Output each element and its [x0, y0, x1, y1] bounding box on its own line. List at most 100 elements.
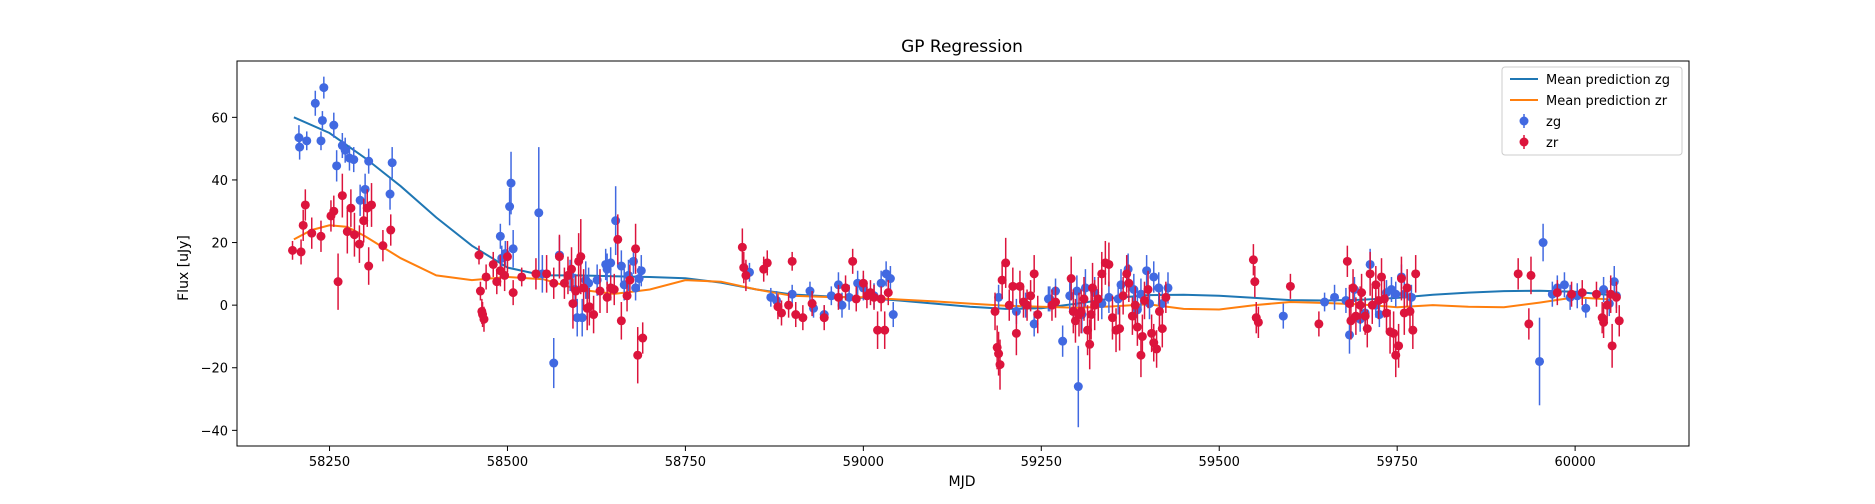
data-point — [1538, 223, 1548, 262]
point-marker — [1389, 328, 1399, 338]
point-marker — [534, 208, 544, 218]
data-point — [1051, 286, 1061, 318]
point-marker — [997, 275, 1007, 285]
point-marker — [1115, 324, 1125, 334]
point-marker — [364, 261, 374, 271]
data-point — [595, 269, 605, 313]
point-marker — [579, 283, 589, 293]
point-marker — [319, 83, 329, 93]
data-point — [741, 259, 751, 292]
point-marker — [609, 284, 619, 294]
point-marker — [385, 189, 395, 199]
data-point — [1535, 317, 1545, 406]
point-marker — [1599, 317, 1609, 327]
point-marker — [631, 283, 641, 293]
point-marker — [386, 225, 396, 235]
data-point — [819, 305, 829, 331]
data-point — [364, 247, 374, 285]
data-point — [577, 298, 587, 337]
data-point — [1607, 323, 1617, 368]
data-point — [848, 248, 858, 274]
point-marker — [990, 306, 1000, 316]
point-marker — [329, 120, 339, 130]
point-marker — [1344, 299, 1354, 309]
point-marker — [848, 256, 858, 266]
point-marker — [549, 278, 559, 288]
point-marker — [602, 292, 612, 302]
data-point — [1008, 267, 1018, 306]
point-marker — [359, 216, 369, 226]
data-point — [737, 228, 747, 267]
point-marker — [1140, 295, 1149, 305]
legend-box — [1501, 66, 1683, 156]
data-point — [1026, 280, 1036, 312]
data-point — [295, 134, 305, 160]
point-marker — [542, 269, 552, 279]
data-point — [1581, 298, 1591, 318]
point-marker — [762, 258, 772, 268]
data-point — [787, 251, 797, 271]
point-marker — [1107, 313, 1117, 323]
point-marker — [1348, 283, 1358, 293]
data-point — [1599, 276, 1609, 303]
point-marker — [1088, 283, 1098, 293]
legend-marker-swatch — [1519, 137, 1529, 147]
point-marker — [1394, 341, 1404, 351]
point-marker — [1086, 310, 1096, 320]
point-marker — [1129, 284, 1139, 294]
point-marker — [1147, 328, 1157, 338]
data-point — [584, 287, 594, 326]
y-tick-label: 60 — [211, 111, 228, 126]
point-marker — [1132, 322, 1142, 332]
point-marker — [506, 178, 516, 188]
x-tick-label: 59000 — [843, 455, 884, 470]
axes: 58250 58500 58750 59000 59250 59500 59750 60000… — [201, 111, 1596, 470]
point-marker — [1142, 266, 1152, 276]
data-point — [1330, 284, 1340, 310]
point-marker — [1355, 300, 1365, 310]
data-point — [1104, 242, 1114, 287]
data-point — [873, 311, 883, 349]
point-marker — [1365, 269, 1375, 279]
plot-frame — [236, 60, 1690, 447]
data-point — [1357, 273, 1367, 312]
point-marker — [1124, 278, 1134, 288]
data-point — [1382, 294, 1391, 332]
point-marker — [869, 292, 879, 302]
point-marker — [1029, 269, 1039, 279]
point-marker — [1250, 277, 1260, 287]
point-marker — [508, 288, 518, 298]
data-point — [1001, 237, 1011, 288]
point-marker — [475, 286, 485, 296]
point-marker — [1004, 300, 1014, 310]
data-point — [346, 189, 356, 227]
data-point — [1320, 292, 1330, 312]
point-marker — [777, 308, 786, 318]
point-marker — [1552, 288, 1562, 298]
point-marker — [1066, 274, 1076, 284]
point-marker — [1080, 283, 1090, 293]
data-point — [990, 292, 1000, 331]
point-marker — [805, 286, 815, 296]
data-point — [994, 284, 1004, 310]
data-point — [636, 255, 646, 287]
data-point — [488, 251, 498, 277]
point-marker — [1599, 284, 1609, 294]
data-point — [337, 173, 347, 218]
data-point — [1394, 323, 1404, 368]
x-axis-label: MJD — [949, 474, 976, 490]
point-marker — [337, 191, 347, 201]
point-marker — [994, 349, 1004, 359]
data-point — [1285, 273, 1295, 299]
data-point — [997, 261, 1007, 299]
data-point — [833, 284, 843, 310]
data-point — [554, 234, 564, 279]
data-point — [508, 280, 518, 306]
point-marker — [787, 256, 797, 266]
point-marker — [576, 252, 586, 262]
data-point — [549, 267, 559, 299]
data-point — [296, 239, 306, 265]
legend: Mean prediction zg Mean prediction zr zg zr — [1501, 66, 1683, 156]
point-marker — [1577, 288, 1587, 298]
data-point — [995, 339, 1005, 390]
